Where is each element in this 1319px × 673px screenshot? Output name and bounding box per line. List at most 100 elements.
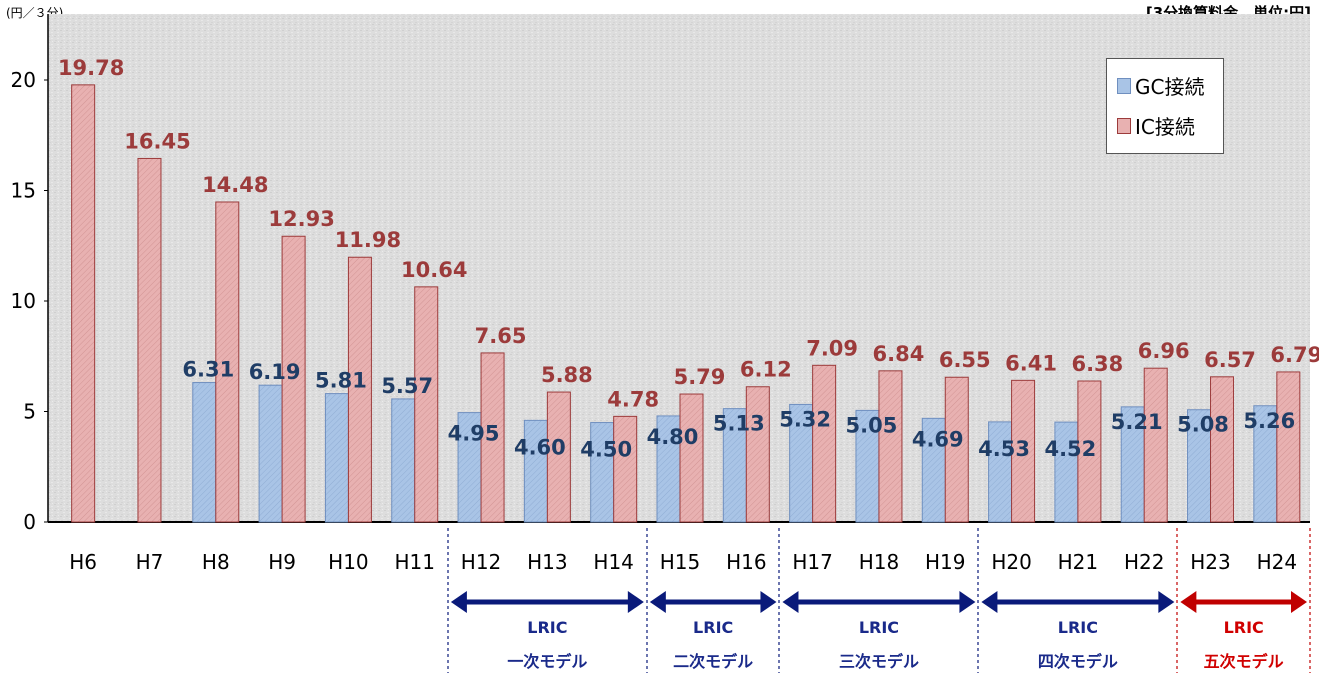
data-label-gc: 4.95 bbox=[448, 422, 500, 446]
data-label-ic: 6.38 bbox=[1071, 352, 1123, 376]
period-arrow bbox=[782, 591, 976, 613]
period-arrow bbox=[1180, 591, 1307, 613]
period-label-model: 二次モデル bbox=[673, 652, 753, 671]
legend-item-ic: IC接続 bbox=[1117, 111, 1195, 140]
y-tick-label: 10 bbox=[11, 289, 36, 313]
period-label-model: 四次モデル bbox=[1038, 652, 1118, 671]
bar-ic bbox=[745, 386, 770, 523]
x-tick-label: H11 bbox=[394, 550, 435, 574]
bar-gc bbox=[391, 398, 416, 523]
legend-swatch-gc bbox=[1117, 77, 1131, 94]
bar-ic bbox=[137, 157, 162, 523]
x-tick-label: H18 bbox=[859, 550, 900, 574]
data-label-gc: 5.26 bbox=[1243, 409, 1295, 433]
data-label-gc: 6.19 bbox=[249, 360, 301, 384]
bar-ic bbox=[480, 352, 505, 523]
data-label-ic: 6.57 bbox=[1204, 348, 1256, 372]
data-label-gc: 5.21 bbox=[1111, 410, 1163, 434]
y-tick-label: 5 bbox=[23, 400, 36, 424]
legend: GC接続 IC接続 bbox=[1106, 58, 1224, 154]
bar-ic bbox=[1011, 379, 1036, 523]
bar-ic bbox=[679, 393, 704, 523]
x-tick-label: H13 bbox=[527, 550, 568, 574]
bar-ic bbox=[1143, 367, 1168, 523]
period-label-model: 三次モデル bbox=[839, 652, 919, 671]
x-tick-label: H20 bbox=[991, 550, 1032, 574]
bar-ic bbox=[944, 376, 969, 523]
data-label-gc: 5.05 bbox=[846, 413, 898, 437]
data-label-ic: 14.48 bbox=[202, 173, 268, 197]
x-tick-label: H8 bbox=[202, 550, 230, 574]
period-label-model: 一次モデル bbox=[507, 652, 587, 671]
legend-item-gc: GC接続 bbox=[1117, 71, 1204, 100]
bar-ic bbox=[347, 256, 372, 523]
data-label-gc: 5.81 bbox=[315, 369, 367, 393]
period-label-lric: LRIC bbox=[1058, 618, 1098, 637]
data-label-gc: 4.80 bbox=[647, 425, 699, 449]
data-label-gc: 4.52 bbox=[1044, 437, 1096, 461]
data-label-gc: 4.60 bbox=[514, 435, 566, 459]
data-label-gc: 5.08 bbox=[1177, 413, 1229, 437]
bar-ic bbox=[281, 235, 306, 523]
period-label-lric: LRIC bbox=[527, 618, 567, 637]
data-label-ic: 6.41 bbox=[1005, 351, 1057, 375]
x-tick-label: H21 bbox=[1058, 550, 1099, 574]
x-tick-label: H22 bbox=[1124, 550, 1165, 574]
x-tick-label: H16 bbox=[726, 550, 767, 574]
data-label-ic: 5.88 bbox=[541, 363, 593, 387]
y-tick-label: 15 bbox=[11, 179, 36, 203]
axes: 0 5 10 15 20 H6 H7 H8 H9 H10 H11 H12 H13 H14 H15 H16 H17… bbox=[11, 14, 1310, 574]
legend-swatch-ic bbox=[1117, 117, 1131, 134]
period-arrow bbox=[981, 591, 1175, 613]
data-label-ic: 4.78 bbox=[607, 387, 659, 411]
data-label-ic: 6.84 bbox=[873, 342, 925, 366]
x-tick-label: H10 bbox=[328, 550, 369, 574]
bar-ic bbox=[215, 201, 240, 523]
data-labels: 19.78 16.45 14.48 6.31 12.93 6.19 11.98 5.81 10.… bbox=[58, 56, 1319, 462]
bar-ic bbox=[546, 391, 571, 523]
x-tick-label: H7 bbox=[136, 550, 164, 574]
data-label-ic: 7.65 bbox=[475, 324, 527, 348]
legend-label-gc: GC接続 bbox=[1135, 75, 1205, 99]
x-tick-label: H24 bbox=[1257, 550, 1298, 574]
data-label-gc: 4.53 bbox=[978, 437, 1030, 461]
period-label-lric: LRIC bbox=[1224, 618, 1264, 637]
data-label-gc: 5.32 bbox=[779, 407, 831, 431]
bar-gc bbox=[192, 382, 217, 523]
period-label-model: 五次モデル bbox=[1204, 652, 1284, 671]
period-arrow bbox=[450, 591, 644, 613]
data-label-gc: 4.50 bbox=[580, 438, 632, 462]
x-tick-label: H14 bbox=[593, 550, 634, 574]
data-label-ic: 16.45 bbox=[124, 129, 190, 153]
x-tick-label: H12 bbox=[461, 550, 502, 574]
data-label-ic: 6.12 bbox=[740, 358, 792, 382]
bar-ic bbox=[878, 370, 903, 523]
data-label-ic: 10.64 bbox=[401, 258, 467, 282]
data-label-ic: 6.79 bbox=[1270, 343, 1319, 367]
period-arrow bbox=[649, 591, 777, 613]
y-tick-label: 0 bbox=[23, 510, 36, 534]
data-label-ic: 12.93 bbox=[268, 207, 334, 231]
data-label-ic: 19.78 bbox=[58, 56, 124, 80]
data-label-ic: 6.55 bbox=[939, 348, 991, 372]
data-label-gc: 4.69 bbox=[912, 427, 964, 451]
x-tick-label: H15 bbox=[660, 550, 701, 574]
period-label-lric: LRIC bbox=[859, 618, 899, 637]
x-tick-label: H19 bbox=[925, 550, 966, 574]
bar-ic bbox=[71, 84, 96, 523]
bar-ic bbox=[414, 286, 439, 523]
data-label-gc: 5.57 bbox=[381, 374, 433, 398]
period-label-lric: LRIC bbox=[693, 618, 733, 637]
bar-ic bbox=[812, 364, 837, 523]
data-label-ic: 6.96 bbox=[1138, 339, 1190, 363]
x-tick-label: H17 bbox=[792, 550, 833, 574]
bar-gc bbox=[324, 393, 349, 523]
data-label-gc: 5.13 bbox=[713, 412, 765, 436]
bar-gc bbox=[258, 384, 283, 523]
model-periods: LRIC 一次モデル LRIC 二次モデル LRIC 三次モデル LRIC 四次モデル LRIC… bbox=[447, 528, 1311, 673]
bar-ic bbox=[1276, 371, 1301, 523]
y-tick-label: 20 bbox=[11, 68, 36, 92]
data-label-ic: 5.79 bbox=[674, 365, 726, 389]
data-label-ic: 7.09 bbox=[806, 336, 858, 360]
